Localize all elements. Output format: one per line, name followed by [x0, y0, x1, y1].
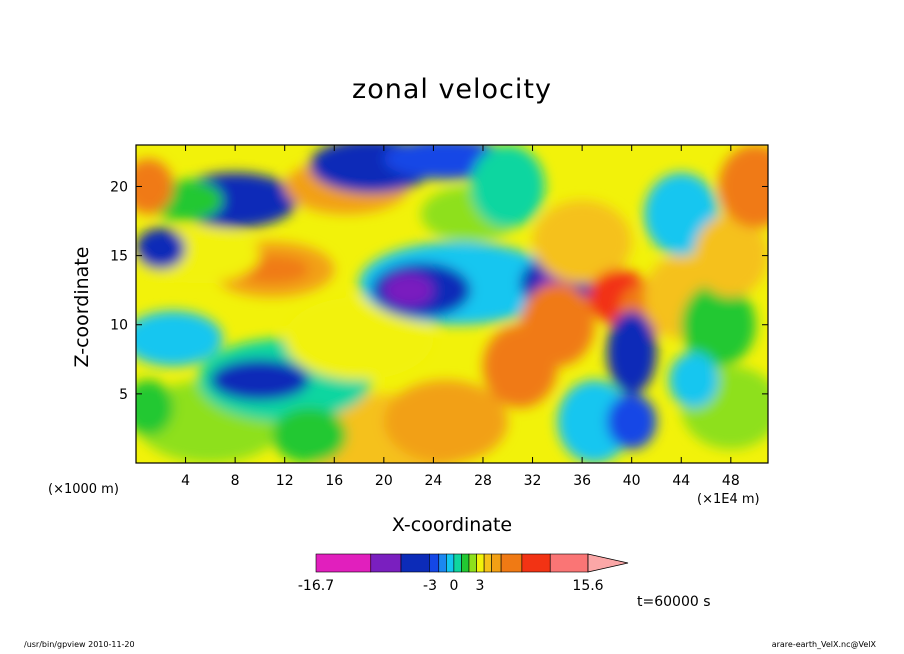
colorbar: -16.7 -3 0 3 15.6 [298, 553, 629, 594]
x-tick-label: 48 [722, 473, 740, 489]
colorbar-band [500, 553, 523, 573]
colorbar-arrow [587, 553, 629, 573]
field-patch [272, 407, 347, 463]
colorbar-band [483, 553, 492, 573]
y-axis: 5 10 15 20 [110, 179, 768, 403]
colorbar-label: -16.7 [298, 578, 334, 594]
field-patch [136, 227, 186, 270]
field-patch [668, 352, 719, 408]
field-patch [136, 380, 174, 436]
colorbar-label: -3 [423, 578, 437, 594]
field-patch [136, 310, 223, 367]
y-axis-label: Z-coordinate [71, 246, 93, 368]
y-axis-unit: (×1000 m) [48, 482, 119, 497]
field-patch [482, 324, 558, 408]
colorbar-label: 0 [450, 578, 459, 594]
x-axis-unit: (×1E4 m) [697, 492, 760, 507]
colorbar-band [476, 553, 485, 573]
colorbar-band [491, 553, 502, 573]
colorbar-band [370, 553, 402, 573]
colorbar-band [461, 553, 470, 573]
field-patch [606, 310, 657, 394]
x-axis-label: X-coordinate [391, 514, 513, 536]
colorbar-band [400, 553, 430, 573]
field-patch [210, 359, 310, 401]
x-tick-label: 28 [474, 473, 492, 489]
field-patch [383, 273, 434, 307]
field-patch [557, 380, 632, 463]
colorbar-band [521, 553, 551, 573]
footer-program: /usr/bin/gpview 2010-11-20 [24, 640, 135, 649]
y-tick-label: 10 [110, 318, 128, 334]
footer-source: arare-earth_VelX.nc@VelX [771, 640, 876, 649]
field-patch [681, 283, 756, 367]
plot-frame [135, 144, 769, 464]
field-patch [606, 393, 657, 450]
x-tick-label: 12 [276, 473, 294, 489]
colorbar-label: 15.6 [572, 578, 603, 594]
field-patch [532, 200, 632, 284]
x-tick-label: 40 [623, 473, 641, 489]
x-axis: 4 8 12 16 20 24 28 32 36 40 44 48 [181, 145, 740, 489]
x-tick-label: 36 [573, 473, 591, 489]
x-tick-label: 4 [181, 473, 190, 489]
colorbar-band [549, 553, 589, 573]
chart-title: zonal velocity [352, 74, 552, 105]
time-annotation: t=60000 s [637, 594, 711, 610]
field-patch [693, 214, 768, 298]
field-patch [718, 145, 768, 228]
field-patch [136, 158, 174, 215]
velocity-field [136, 145, 768, 463]
y-tick-label: 20 [110, 179, 128, 195]
colorbar-band [446, 553, 455, 573]
colorbar-band [315, 553, 372, 573]
y-tick-label: 15 [110, 249, 128, 265]
x-tick-label: 8 [231, 473, 240, 489]
colorbar-band [468, 553, 477, 573]
field-patch [284, 297, 434, 381]
x-tick-label: 16 [325, 473, 343, 489]
colorbar-label: 3 [476, 578, 485, 594]
field-patch [383, 380, 508, 463]
x-tick-label: 24 [424, 473, 442, 489]
colorbar-band [429, 553, 440, 573]
field-patch [470, 145, 545, 228]
x-tick-label: 44 [672, 473, 690, 489]
colorbar-band [438, 553, 447, 573]
y-tick-label: 5 [119, 387, 128, 403]
colorbar-band [453, 553, 462, 573]
x-tick-label: 32 [524, 473, 542, 489]
x-tick-label: 20 [375, 473, 393, 489]
